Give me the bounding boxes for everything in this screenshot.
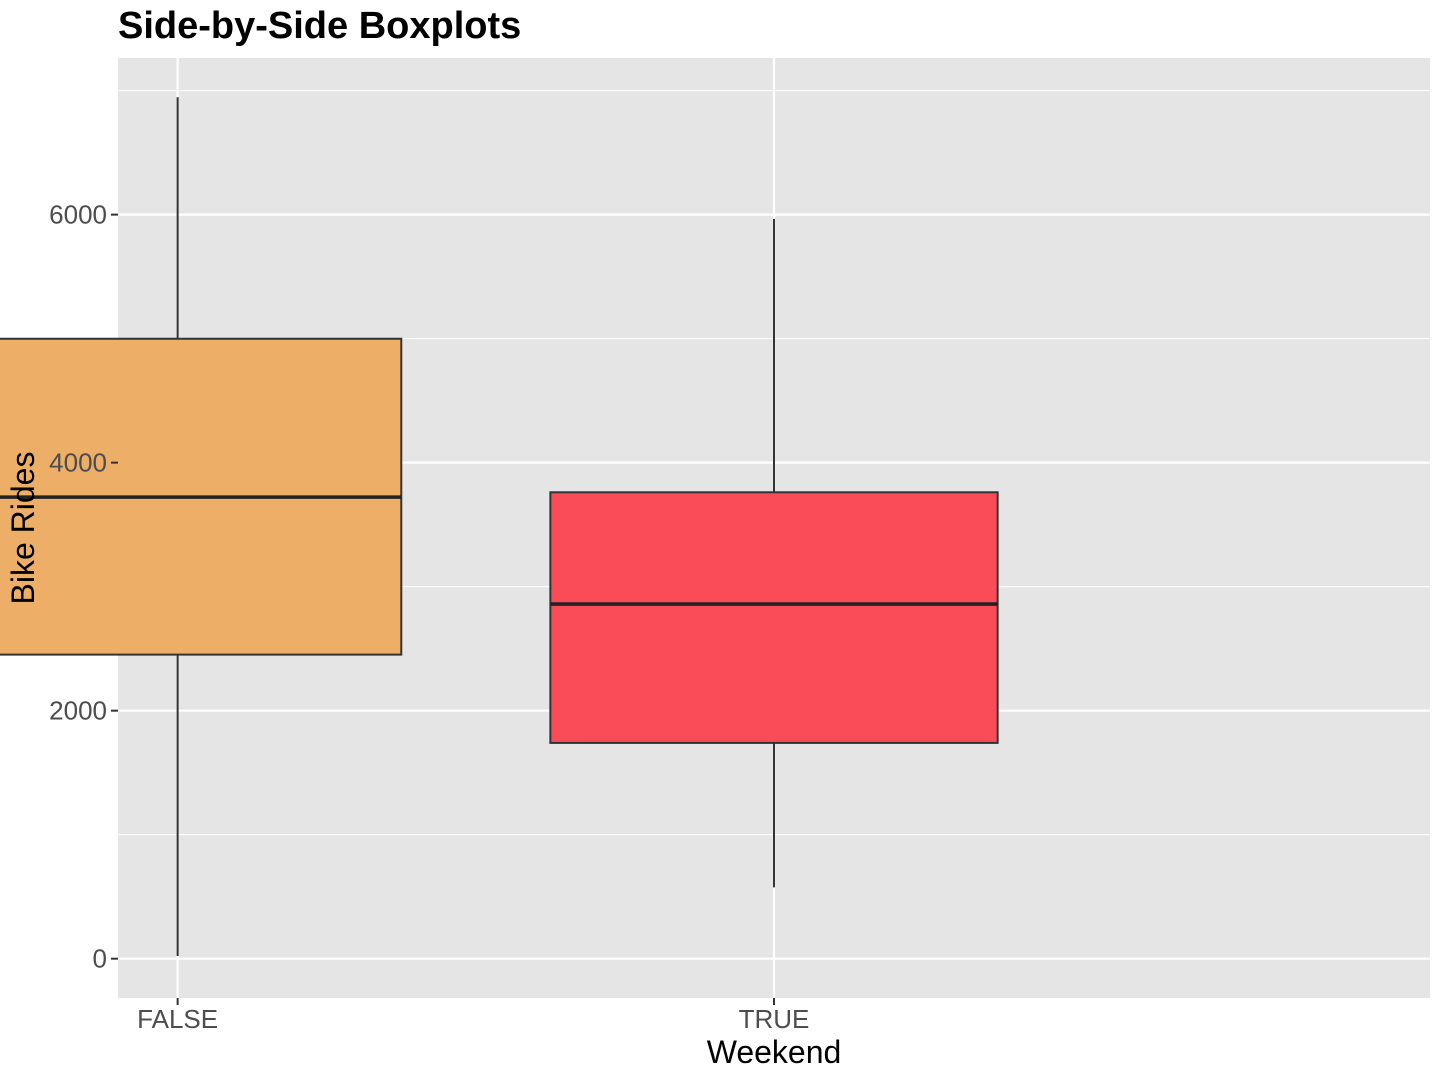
x-tick-label: FALSE [137,1004,218,1034]
boxes [0,97,999,956]
box-true [549,218,999,888]
y-tick-label: 4000 [49,448,107,478]
x-axis-title: Weekend [707,1034,842,1070]
y-axis-title: Bike Rides [5,452,41,605]
box-iqr [549,491,999,744]
box-false [0,97,403,956]
y-tick-label: 6000 [49,200,107,230]
y-tick-label: 2000 [49,696,107,726]
y-axis: 0 2000 4000 6000 [49,200,118,974]
chart-title: Side-by-Side Boxplots [118,5,521,47]
x-axis: FALSE TRUE [137,998,809,1034]
x-tick-label: TRUE [739,1004,810,1034]
y-tick-label: 0 [93,944,107,974]
